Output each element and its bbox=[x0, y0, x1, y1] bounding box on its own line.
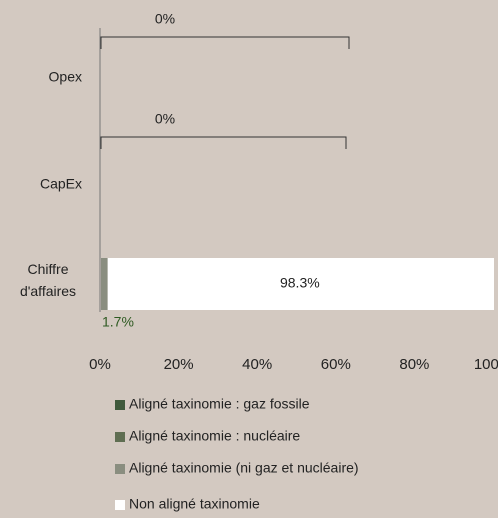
x-tick-label: 60% bbox=[321, 356, 351, 373]
legend-swatch bbox=[115, 464, 125, 474]
legend-swatch bbox=[115, 500, 125, 510]
x-tick-label: 40% bbox=[242, 356, 272, 373]
annotation: 0% bbox=[155, 111, 175, 127]
legend-swatch bbox=[115, 432, 125, 442]
bracket bbox=[100, 136, 347, 149]
legend-label: Aligné taxinomie : nucléaire bbox=[129, 428, 300, 444]
bar bbox=[101, 258, 108, 310]
category-label: Opex bbox=[49, 69, 82, 85]
data-label: 1.7% bbox=[102, 314, 134, 330]
legend-label: Aligné taxinomie : gaz fossile bbox=[129, 396, 310, 412]
bracket bbox=[100, 36, 350, 49]
category-label: Chiffre d'affaires bbox=[20, 261, 76, 299]
x-tick-label: 0% bbox=[89, 356, 111, 373]
legend-label: Non aligné taxinomie bbox=[129, 496, 260, 512]
legend-swatch bbox=[115, 400, 125, 410]
legend-label: Aligné taxinomie (ni gaz et nucléaire) bbox=[129, 460, 359, 476]
x-tick-label: 100% bbox=[474, 356, 498, 373]
bar bbox=[107, 258, 494, 310]
annotation: 0% bbox=[155, 11, 175, 27]
x-tick-label: 80% bbox=[399, 356, 429, 373]
data-label: 98.3% bbox=[280, 275, 320, 291]
x-tick-label: 20% bbox=[164, 356, 194, 373]
category-label: CapEx bbox=[40, 176, 82, 192]
